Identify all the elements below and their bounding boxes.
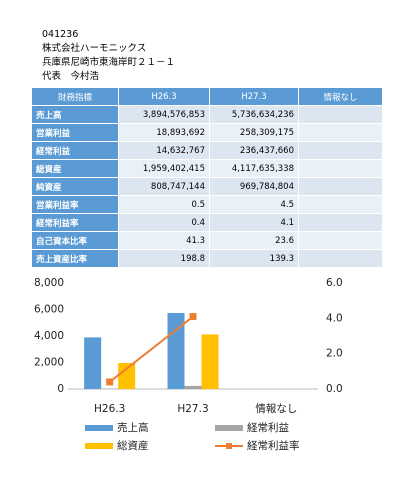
table-row: 総資産 1,959,402,415 4,117,635,338 [31, 159, 383, 178]
table-cell: 財務指標 [31, 87, 119, 106]
y2-tick-label: 4.0 [326, 312, 343, 324]
representative: 代表 今村浩 [42, 71, 100, 82]
y-tick-label: 2,000 [34, 357, 64, 369]
table-cell [298, 231, 383, 250]
marker [189, 313, 197, 321]
bar [84, 337, 102, 389]
table-cell: 23.6 [209, 231, 299, 250]
legend-swatch [85, 425, 113, 431]
table-cell [298, 159, 383, 178]
code: 041236 [42, 29, 79, 40]
table-cell: 18,893,692 [118, 123, 210, 142]
table-row: 営業利益 18,893,692 258,309,175 [31, 123, 383, 142]
table-row: 売上資産比率 198.8 139.3 [31, 249, 383, 268]
table-cell: 営業利益率 [31, 195, 119, 214]
table-cell: 営業利益 [31, 123, 119, 142]
table-cell: 0.5 [118, 195, 210, 214]
table-cell: 1,959,402,415 [118, 159, 210, 178]
table-cell: 売上高 [31, 105, 119, 124]
table-cell: 情報なし [298, 87, 383, 106]
chart: 0 2,000 4,000 6,000 8,000 0.0 2.0 4.0 6.0 H26.3 H2… [34, 277, 343, 452]
table-cell [298, 105, 383, 124]
table-cell [298, 177, 383, 196]
table-row: 純資産 808,747,144 969,784,804 [31, 177, 383, 196]
x-tick-label: H27.3 [177, 403, 208, 415]
table-cell [298, 249, 383, 268]
table-cell: 969,784,804 [209, 177, 299, 196]
table-cell: 経常利益率 [31, 213, 119, 232]
legend-marker [226, 443, 232, 449]
marker [106, 378, 114, 386]
x-tick-label: H26.3 [94, 403, 125, 415]
table-cell: 139.3 [209, 249, 299, 268]
legend-label: 売上高 [117, 421, 149, 434]
legend-swatch [85, 443, 113, 449]
legend-swatch [215, 425, 243, 431]
table-row: 経常利益率 0.4 4.1 [31, 213, 383, 232]
table-cell: H27.3 [209, 87, 299, 106]
table-cell: 経常利益 [31, 141, 119, 160]
table-row: 売上高 3,894,576,853 5,736,634,236 [31, 105, 383, 124]
y2-tick-label: 6.0 [326, 277, 343, 289]
bar [201, 334, 219, 389]
table-cell: 4.1 [209, 213, 299, 232]
line [109, 315, 194, 383]
table-cell [298, 141, 383, 160]
table-cell: 41.3 [118, 231, 210, 250]
x-tick-label: 情報なし [255, 402, 297, 415]
table-cell: 258,309,175 [209, 123, 299, 142]
table-cell: 808,747,144 [118, 177, 210, 196]
legend-label: 経常利益 [247, 421, 289, 434]
y2-tick-label: 2.0 [326, 348, 343, 360]
table-cell [298, 195, 383, 214]
table-row: 営業利益率 0.5 4.5 [31, 195, 383, 214]
table-cell: 4,117,635,338 [209, 159, 299, 178]
legend-label: 総資産 [117, 439, 149, 452]
legend-label: 経常利益率 [247, 439, 300, 452]
address: 兵庫県尼崎市東海岸町２１－１ [42, 57, 176, 68]
table-cell: 3,894,576,853 [118, 105, 210, 124]
table-cell: 純資産 [31, 177, 119, 196]
table-cell: 総資産 [31, 159, 119, 178]
table-cell [298, 213, 383, 232]
bar [118, 363, 136, 389]
bar [184, 385, 202, 389]
table-row: 経常利益 14,632,767 236,437,660 [31, 141, 383, 160]
table-cell: 14,632,767 [118, 141, 210, 160]
table-cell: 198.8 [118, 249, 210, 268]
table-cell [298, 123, 383, 142]
y-tick-label: 8,000 [34, 277, 64, 289]
header-row: 財務指標 H26.3 H27.3 情報なし [31, 87, 383, 106]
table-cell: 売上資産比率 [31, 249, 119, 268]
table-row: 自己資本比率 41.3 23.6 [31, 231, 383, 250]
table-cell: 自己資本比率 [31, 231, 119, 250]
y-tick-label: 4,000 [34, 330, 64, 342]
y-tick-label: 6,000 [34, 304, 64, 316]
table-cell: 4.5 [209, 195, 299, 214]
y-tick-label: 0 [57, 383, 64, 395]
financial-table: 財務指標 H26.3 H27.3 情報なし 売上高 3,894,576,853 5,736,… [31, 87, 383, 268]
table-cell: 0.4 [118, 213, 210, 232]
table-cell: H26.3 [118, 87, 210, 106]
table-cell: 236,437,660 [209, 141, 299, 160]
y2-tick-label: 0.0 [326, 383, 343, 395]
table-cell: 5,736,634,236 [209, 105, 299, 124]
company: 株式会社ハーモニックス [42, 43, 147, 54]
